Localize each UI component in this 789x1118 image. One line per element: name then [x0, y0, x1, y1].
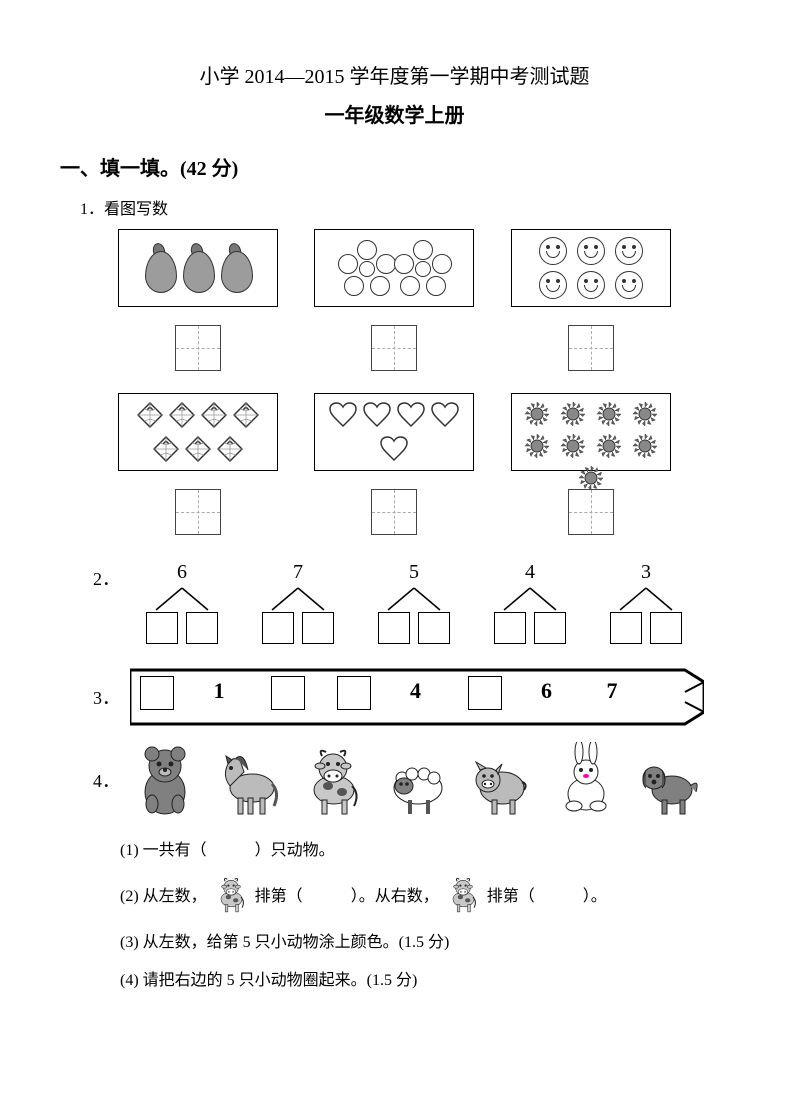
q4-4: (4) 请把右边的 5 只小动物圈起来。(1.5 分)	[120, 966, 417, 990]
q4-2a: (2) 从左数，	[120, 882, 207, 906]
answer-box[interactable]	[175, 489, 221, 535]
q3-row: 3． 1 4 6 7	[85, 662, 704, 732]
q2-row: 2． 6 7 5 4 3	[85, 561, 704, 644]
decomp-top-number: 3	[606, 561, 686, 584]
ruler-number: 6	[541, 678, 552, 704]
animal-row	[130, 742, 704, 818]
answer-box[interactable]	[534, 612, 566, 644]
bear-icon	[130, 742, 200, 818]
decomposition-item: 6	[142, 561, 222, 644]
answer-box[interactable]	[371, 325, 417, 371]
answer-box[interactable]	[568, 489, 614, 535]
q4-sub-2: (2) 从左数， 排第（ ）。从右数， 排第（ ）。	[120, 874, 729, 914]
q1-row-1-writeboxes	[100, 315, 689, 381]
section-1-title: 一、填一填。	[60, 158, 180, 180]
q4-sub-4: (4) 请把右边的 5 只小动物圈起来。(1.5 分)	[120, 966, 729, 990]
answer-box[interactable]	[337, 676, 371, 710]
answer-box[interactable]	[186, 612, 218, 644]
section-1-heading: 一、填一填。(42 分)	[60, 152, 729, 181]
q3-label: 3．	[93, 684, 120, 710]
number-ruler: 1 4 6 7	[130, 662, 704, 732]
decomposition-item: 7	[258, 561, 338, 644]
answer-box[interactable]	[494, 612, 526, 644]
q4-1b: ）只动物。	[255, 836, 335, 860]
q4-2e: ）。	[583, 882, 607, 906]
decomp-top-number: 6	[142, 561, 222, 584]
page-title-line2: 一年级数学上册	[60, 99, 729, 128]
q4-2b: 排第（	[255, 882, 303, 906]
q1-box-diamonds	[118, 393, 278, 471]
ruler-number: 1	[214, 678, 225, 704]
ruler-number: 7	[607, 678, 618, 704]
q1-row-2-pics	[100, 393, 689, 471]
ruler-number: 4	[410, 678, 421, 704]
answer-box[interactable]	[175, 325, 221, 371]
decomposition-item: 4	[490, 561, 570, 644]
cow-icon	[443, 874, 483, 914]
answer-box[interactable]	[468, 676, 502, 710]
answer-box[interactable]	[568, 325, 614, 371]
blank[interactable]	[211, 839, 251, 857]
q1-row-1-pics	[100, 229, 689, 307]
q2-label: 2．	[93, 561, 120, 591]
decomp-top-number: 5	[374, 561, 454, 584]
decomposition-item: 3	[606, 561, 686, 644]
answer-box[interactable]	[378, 612, 410, 644]
q4-label: 4．	[93, 767, 120, 793]
answer-box[interactable]	[302, 612, 334, 644]
answer-box[interactable]	[418, 612, 450, 644]
blank[interactable]	[539, 885, 579, 903]
answer-box[interactable]	[146, 612, 178, 644]
decomp-top-number: 4	[490, 561, 570, 584]
q1-box-flowers	[314, 229, 474, 307]
answer-box[interactable]	[271, 676, 305, 710]
answer-box[interactable]	[650, 612, 682, 644]
answer-box[interactable]	[371, 489, 417, 535]
rabbit-icon	[550, 742, 620, 818]
decomp-top-number: 7	[258, 561, 338, 584]
q4-sub-3: (3) 从左数，给第 5 只小动物涂上颜色。(1.5 分)	[120, 928, 729, 952]
q4-2c: ）。从右数，	[351, 882, 439, 906]
q1-box-hearts	[314, 393, 474, 471]
q1-label: 1．看图写数	[80, 195, 729, 219]
cow-icon	[211, 874, 251, 914]
q4-2d: 排第（	[487, 882, 535, 906]
answer-box[interactable]	[262, 612, 294, 644]
q1-box-eggplants	[118, 229, 278, 307]
horse-icon	[214, 742, 284, 818]
decomposition-item: 5	[374, 561, 454, 644]
q4-3: (3) 从左数，给第 5 只小动物涂上颜色。(1.5 分)	[120, 928, 449, 952]
cow-icon	[298, 742, 368, 818]
pig-icon	[466, 742, 536, 818]
section-1-points: (42 分)	[180, 158, 238, 180]
q1-box-smiles	[511, 229, 671, 307]
q4-row: 4．	[85, 742, 704, 818]
q1-box-suns	[511, 393, 671, 471]
answer-box[interactable]	[140, 676, 174, 710]
q4-sub-1: (1) 一共有（ ）只动物。	[120, 836, 729, 860]
sheep-icon	[382, 742, 452, 818]
blank[interactable]	[307, 885, 347, 903]
dog-icon	[634, 742, 704, 818]
answer-box[interactable]	[610, 612, 642, 644]
q4-1a: (1) 一共有（	[120, 836, 207, 860]
q1-row-2-writeboxes	[100, 479, 689, 545]
page-title-line1: 小学 2014—2015 学年度第一学期中考测试题	[60, 60, 729, 89]
